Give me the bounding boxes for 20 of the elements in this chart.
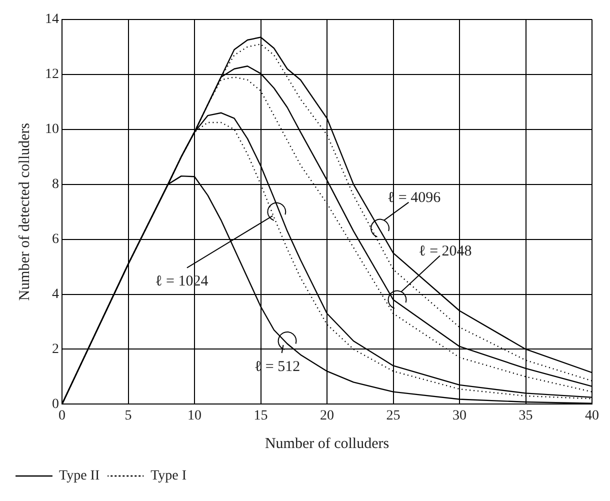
x-tick-label: 10 xyxy=(188,408,202,424)
y-tick-label: 14 xyxy=(45,12,59,28)
y-tick-label: 10 xyxy=(45,122,59,138)
x-tick-label: 20 xyxy=(320,408,334,424)
x-tick-label: 15 xyxy=(254,408,268,424)
y-tick-label: 4 xyxy=(52,286,59,302)
y-axis-title: Number of detected colluders xyxy=(16,122,33,301)
legend-label: Type I xyxy=(150,468,187,484)
y-tick-label: 2 xyxy=(52,342,59,357)
y-tick-label: 12 xyxy=(45,67,59,82)
x-tick-label: 5 xyxy=(124,408,132,424)
y-tick-label: 0 xyxy=(52,396,59,412)
x-axis-title: Number of colluders xyxy=(264,436,390,452)
x-tick-label: 25 xyxy=(386,408,400,424)
x-tick-label: 30 xyxy=(452,408,466,424)
x-tick-label: 40 xyxy=(585,408,599,424)
x-tick-label: 35 xyxy=(518,408,533,424)
y-tick-label: 8 xyxy=(52,176,59,192)
y-tick-label: 6 xyxy=(52,232,59,247)
legend-label: Type II xyxy=(59,468,100,484)
